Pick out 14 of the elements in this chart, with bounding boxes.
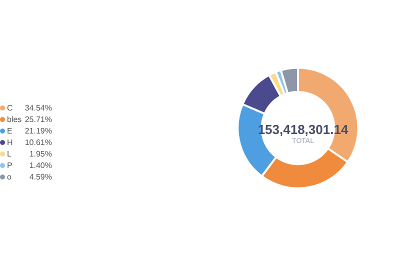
data-label: 25.71% (24, 115, 52, 124)
legend-label: C (7, 104, 13, 112)
legend-label: o (7, 172, 12, 182)
legend-label: P (7, 161, 12, 170)
legend-label: L (7, 150, 12, 158)
data-label: 10.61% (24, 138, 52, 147)
legend-label: H (7, 138, 13, 147)
legend-label: bles (7, 115, 22, 124)
data-label: 4.59% (29, 172, 52, 182)
legend-label: E (7, 126, 12, 136)
data-label: 21.19% (24, 126, 52, 136)
data-label: 1.95% (29, 150, 52, 158)
data-label: 1.40% (29, 161, 52, 170)
data-label: 34.54% (24, 104, 52, 112)
